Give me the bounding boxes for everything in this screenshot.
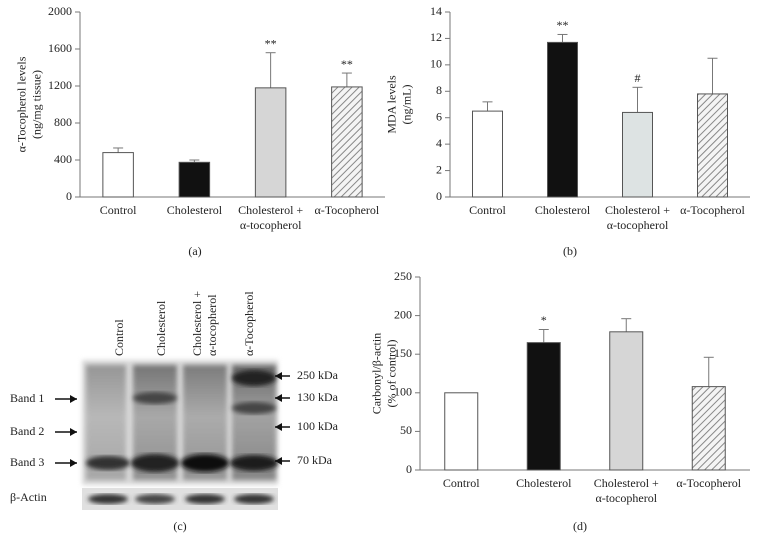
y-axis-label: α-Tocopherol levels(ng/mg tissue) [14,56,43,152]
y-tick-label: 200 [394,307,412,321]
band-label: Band 3 [10,455,44,469]
x-tick-label: α-Tocopherol [314,203,379,217]
y-tick-label: 1600 [48,41,72,55]
annotation: ** [341,57,353,71]
bar [102,152,134,198]
bar [547,41,578,198]
x-tick-label: Control [100,203,137,217]
marker-label: 130 kDa [297,390,339,404]
bar [622,111,653,198]
x-tick-label: α-Tocopherol [680,203,745,217]
y-axis-label: MDA levels(ng/mL) [384,75,413,134]
bar [472,110,503,198]
lane-label: Cholesterol [154,300,168,356]
band-label: Band 2 [10,424,44,438]
annotation: ** [265,36,277,50]
bar [254,87,287,198]
panel-label: (d) [573,519,587,533]
x-tick-label: Cholesterol [167,203,223,217]
y-tick-label: 8 [436,83,442,97]
x-tick-label: Cholesterol [516,476,572,490]
bar [444,392,479,471]
y-tick-label: 2 [436,162,442,176]
y-tick-label: 4 [436,136,442,150]
annotation: * [541,313,547,327]
y-tick-label: 100 [394,385,412,399]
y-tick-label: 12 [430,30,442,44]
y-tick-label: 400 [54,152,72,166]
x-tick-label: α-Tocopherol [676,476,741,490]
arrow-head [275,457,282,465]
y-tick-label: 250 [394,269,412,283]
x-tick-label: Control [443,476,480,490]
arrow-head [275,394,282,402]
bar [691,386,726,471]
lane-label: Cholesterol +α-tocopherol [190,291,219,356]
band-label: β-Actin [10,490,47,504]
arrow-head [70,428,77,436]
y-tick-label: 1200 [48,78,72,92]
bar [697,93,728,198]
y-tick-label: 50 [400,423,412,437]
bar [331,86,363,198]
x-tick-label: Cholesterol + α-tocopherol [594,476,659,505]
y-tick-label: 0 [436,189,442,203]
arrow-head [70,395,77,403]
y-tick-label: 10 [430,57,442,71]
y-tick-label: 2000 [48,4,72,18]
x-tick-label: Cholesterol [535,203,591,217]
panel-label: (c) [173,519,186,533]
band-label: Band 1 [10,391,44,405]
bar [526,342,561,471]
lane-label: Control [112,319,126,356]
panel-label: (b) [563,244,577,258]
y-axis-label: Carbonyl/β-actin(% of control) [369,333,398,414]
lane-label: α-Tocopherol [242,291,256,356]
y-tick-label: 0 [66,189,72,203]
panel-label: (a) [188,244,201,258]
y-tick-label: 150 [394,346,412,360]
marker-label: 70 kDa [297,453,333,467]
x-tick-label: Cholesterol + α-tocopherol [238,203,303,232]
marker-label: 250 kDa [297,368,339,382]
y-tick-label: 6 [436,109,442,123]
blot-image [82,360,278,510]
x-tick-label: Control [469,203,506,217]
y-tick-label: 14 [430,4,442,18]
annotation: # [635,71,641,85]
marker-label: 100 kDa [297,419,339,433]
arrow-head [275,372,282,380]
y-tick-label: 800 [54,115,72,129]
annotation: ** [557,18,569,32]
arrow-head [275,423,282,431]
bar [609,331,644,471]
bar [178,161,211,198]
arrow-head [70,459,77,467]
x-tick-label: Cholesterol + α-tocopherol [605,203,670,232]
y-tick-label: 0 [406,462,412,476]
